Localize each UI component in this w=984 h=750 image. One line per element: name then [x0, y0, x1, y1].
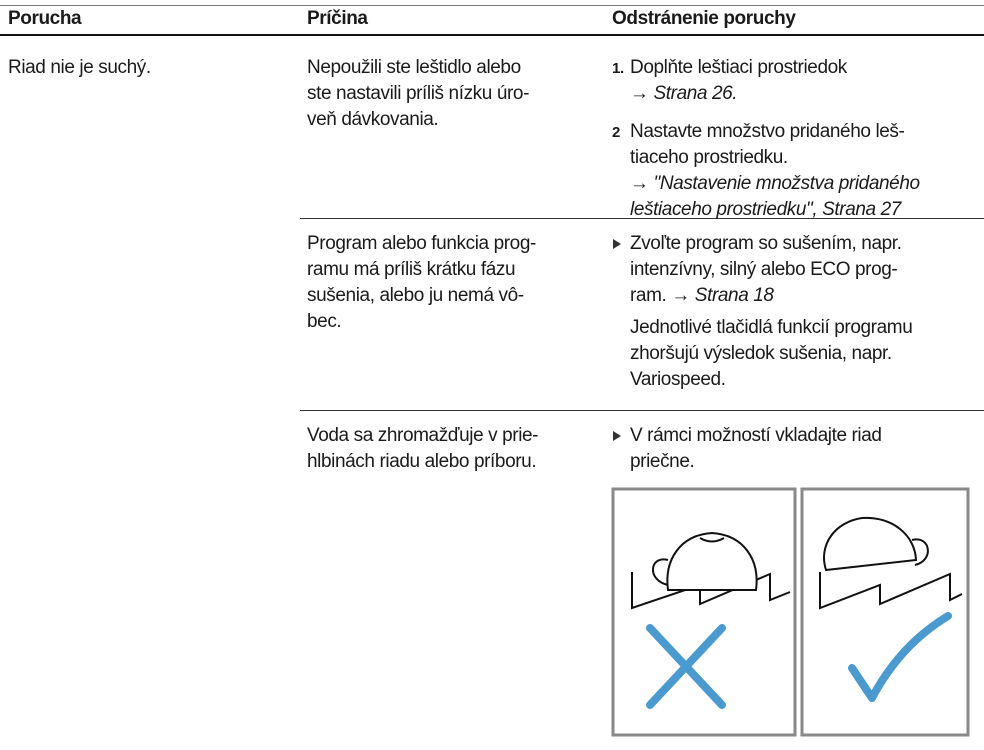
correct-mark	[848, 612, 952, 702]
cause-line: Nepoužili ste leštidlo alebo	[307, 57, 521, 78]
cause-line: hlbinách riadu alebo príboru.	[307, 451, 537, 472]
top-rule	[0, 5, 984, 6]
column-header: Príčina	[307, 8, 368, 29]
text-line: leštiaceho prostriedku", Strana 27	[630, 197, 901, 223]
text-line: priečne.	[630, 449, 695, 475]
arrow: →	[671, 285, 690, 306]
text: tiaceho prostriedku.	[630, 147, 788, 168]
page-reference: "Nastavenie množstva pridaného	[653, 173, 921, 194]
column-header: Odstránenie poruchy	[612, 8, 796, 29]
cause-line: sušenia, alebo ju nemá vô-	[307, 285, 524, 306]
step-number: 2	[612, 124, 620, 141]
page-reference: Strana 18	[694, 285, 774, 306]
arrow: →	[630, 83, 649, 104]
cause-line: Voda sa zhromažďuje v prie-	[307, 425, 539, 446]
text: V rámci možností vkladajte riad	[630, 425, 882, 446]
row-rule	[300, 410, 984, 411]
text-line: Doplňte leštiaci prostriedok	[630, 55, 847, 81]
text-line: V rámci možností vkladajte riad	[630, 423, 882, 449]
arrow: →	[630, 173, 649, 194]
note-line: zhoršujú výsledok sušenia, napr.	[630, 343, 892, 364]
text: Doplňte leštiaci prostriedok	[630, 57, 847, 78]
correct-drawing	[819, 516, 963, 610]
text-line: intenzívny, silný alebo ECO prog-	[630, 257, 898, 283]
column-header: Porucha	[8, 8, 82, 29]
text: ram.	[630, 285, 667, 306]
image-frame	[800, 487, 970, 737]
text-line: → "Nastavenie množstva pridaného	[630, 171, 920, 197]
wrong-drawing	[631, 531, 791, 610]
row-rule	[300, 218, 984, 219]
image-frame	[611, 487, 797, 737]
text-line: tiaceho prostriedku.	[630, 145, 788, 171]
page-reference: Strana 26.	[653, 83, 738, 104]
note-line: Jednotlivé tlačidlá funkcií programu	[630, 317, 913, 338]
wrong-mark	[646, 624, 726, 709]
cause-line: ste nastavili príliš nízku úro-	[307, 83, 530, 104]
bullet	[613, 239, 621, 249]
bullet	[613, 431, 621, 441]
cause-line: ramu má príliš krátku fázu	[307, 259, 516, 280]
problem: Riad nie je suchý.	[8, 57, 151, 78]
text: priečne.	[630, 451, 695, 472]
text-line: → Strana 26.	[630, 81, 738, 107]
text-line: ram. → Strana 18	[630, 283, 774, 309]
cause-line: Program alebo funkcia prog-	[307, 233, 536, 254]
header-rule	[0, 34, 984, 36]
text: Nastavte množstvo pridaného leš-	[630, 121, 905, 142]
text-line: Zvoľte program so sušením, napr.	[630, 231, 902, 257]
cause-line: bec.	[307, 311, 342, 332]
text-line: Nastavte množstvo pridaného leš-	[630, 119, 905, 145]
cause-line: veň dávkovania.	[307, 109, 439, 130]
step-number: 1.	[612, 60, 624, 77]
note-line: Variospeed.	[630, 369, 726, 390]
text: Zvoľte program so sušením, napr.	[630, 233, 902, 254]
page-reference: leštiaceho prostriedku", Strana 27	[630, 199, 901, 220]
text: intenzívny, silný alebo ECO prog-	[630, 259, 898, 280]
